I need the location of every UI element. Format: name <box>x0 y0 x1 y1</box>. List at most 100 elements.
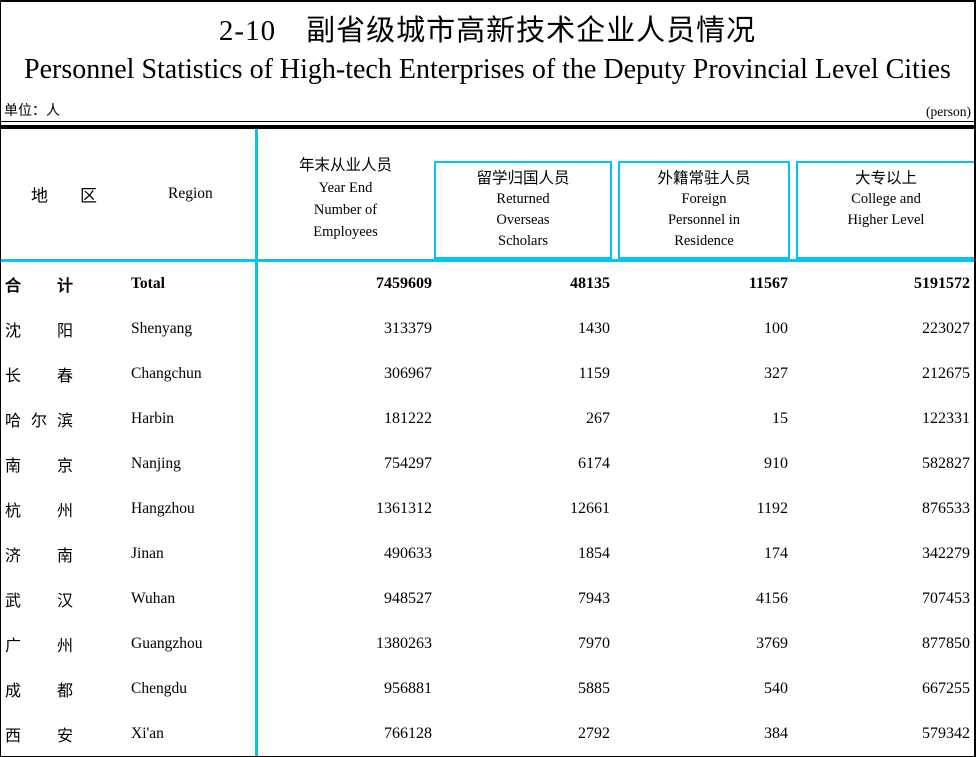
col-returned-en1: Returned <box>496 191 550 207</box>
page-title-en: Personnel Statistics of High-tech Enterp… <box>24 54 951 85</box>
col-employees-en2: Number of <box>313 202 378 218</box>
region-zh: 长春 <box>5 368 73 386</box>
col-returned-en2: Overseas <box>496 212 550 228</box>
value-foreign: 15 <box>772 410 788 428</box>
region-zh: 哈尔滨 <box>5 413 73 431</box>
region-zh: 合计 <box>5 278 73 296</box>
col-returned-en3: Scholars <box>498 233 548 249</box>
table-row-harbin: 哈尔滨 Harbin 181222 267 15 122331 <box>1 397 974 442</box>
region-en: Jinan <box>131 544 164 562</box>
value-returned: 7970 <box>578 634 610 652</box>
col-foreign-en3: Residence <box>674 233 734 249</box>
value-foreign: 4156 <box>756 589 788 607</box>
region-zh: 广州 <box>5 637 73 655</box>
value-employees: 181222 <box>384 410 432 428</box>
col-foreign-en1: Foreign <box>681 191 727 207</box>
col-foreign-zh: 外籍常驻人员 <box>657 170 751 187</box>
value-employees: 1361312 <box>376 499 432 517</box>
table-row-guangzhou: 广州 Guangzhou 1380263 7970 3769 877850 <box>1 621 974 666</box>
region-header-en: Region <box>168 185 213 202</box>
region-zh: 西安 <box>5 727 73 745</box>
col-college-en2: Higher Level <box>847 212 925 228</box>
value-employees: 306967 <box>384 365 432 383</box>
personnel-table: 地区 Region 年末从业人员 Year End Number of Empl… <box>1 129 974 757</box>
table-header: 地区 Region 年末从业人员 Year End Number of Empl… <box>1 129 974 262</box>
value-college: 707453 <box>922 589 970 607</box>
value-foreign: 3769 <box>756 634 788 652</box>
value-college: 342279 <box>922 544 970 562</box>
value-returned: 267 <box>586 410 610 428</box>
table-row-nanjing: 南京 Nanjing 754297 6174 910 582827 <box>1 442 974 487</box>
col-college-zh: 大专以上 <box>854 170 917 187</box>
value-foreign: 174 <box>764 544 788 562</box>
value-college: 579342 <box>922 724 970 742</box>
value-foreign: 1192 <box>756 499 788 517</box>
region-cell: 南京 Nanjing <box>1 442 257 487</box>
value-employees: 766128 <box>384 724 432 742</box>
value-employees: 956881 <box>384 679 432 697</box>
region-en: Nanjing <box>131 455 181 473</box>
title-table-gap <box>1 122 974 125</box>
page-title-zh: 2-10 副省级城市高新技术企业人员情况 <box>218 15 757 47</box>
table-row-hangzhou: 杭州 Hangzhou 1361312 12661 1192 876533 <box>1 487 974 532</box>
value-employees: 490633 <box>384 544 432 562</box>
table-top-rule <box>1 125 974 129</box>
region-cell: 济南 Jinan <box>1 531 257 576</box>
table-row-shenyang: 沈阳 Shenyang 313379 1430 100 223027 <box>1 307 974 352</box>
value-foreign: 327 <box>764 365 788 383</box>
value-returned: 1854 <box>578 544 610 562</box>
title-section: 2-10 副省级城市高新技术企业人员情况 Personnel Statistic… <box>1 7 974 122</box>
region-en: Hangzhou <box>131 499 195 517</box>
region-cell: 合计 Total <box>1 262 257 307</box>
table-row-xian: 西安 Xi'an 766128 2792 384 579342 <box>1 711 974 756</box>
region-cell: 杭州 Hangzhou <box>1 487 257 532</box>
value-college: 582827 <box>922 455 970 473</box>
table-row-total: 合计 Total 7459609 48135 11567 5191572 <box>1 262 974 307</box>
value-employees: 7459609 <box>376 275 432 293</box>
table-body: 合计 Total 7459609 48135 11567 5191572 沈阳 … <box>1 262 974 756</box>
unit-label-zh: 单位：人 <box>4 104 60 119</box>
col-header-foreign-personnel: 外籍常驻人员 Foreign Personnel in Residence <box>618 161 790 259</box>
table-row-changchun: 长春 Changchun 306967 1159 327 212675 <box>1 352 974 397</box>
value-college: 223027 <box>922 320 970 338</box>
region-en: Xi'an <box>131 724 164 742</box>
value-returned: 1430 <box>578 320 610 338</box>
region-zh: 济南 <box>5 547 73 565</box>
region-zh: 南京 <box>5 458 73 476</box>
value-foreign: 910 <box>764 455 788 473</box>
region-cell: 沈阳 Shenyang <box>1 307 257 352</box>
col-header-college-level: 大专以上 College and Higher Level <box>796 161 974 259</box>
region-zh: 武汉 <box>5 592 73 610</box>
value-returned: 6174 <box>578 455 610 473</box>
region-en: Wuhan <box>131 589 176 607</box>
col-employees-en3: Employees <box>313 224 378 240</box>
value-returned: 7943 <box>578 589 610 607</box>
value-college: 667255 <box>922 679 970 697</box>
region-zh: 成都 <box>5 682 73 700</box>
value-returned: 12661 <box>570 499 610 517</box>
value-returned: 1159 <box>578 365 610 383</box>
region-en: Changchun <box>131 365 202 383</box>
region-zh: 沈阳 <box>5 323 73 341</box>
region-en: Total <box>131 275 165 293</box>
table-row-chengdu: 成都 Chengdu 956881 5885 540 667255 <box>1 666 974 711</box>
value-college: 876533 <box>922 499 970 517</box>
unit-label-en: (person) <box>926 104 971 119</box>
col-foreign-en2: Personnel in <box>667 212 741 228</box>
value-returned: 2792 <box>578 724 610 742</box>
region-cell: 武汉 Wuhan <box>1 576 257 621</box>
col-employees-zh: 年末从业人员 <box>298 157 392 174</box>
col-header-employees: 年末从业人员 Year End Number of Employees <box>257 155 434 243</box>
value-foreign: 384 <box>764 724 788 742</box>
col-employees-en1: Year End <box>318 180 373 196</box>
value-foreign: 540 <box>764 679 788 697</box>
value-returned: 5885 <box>578 679 610 697</box>
unit-row: 单位：人 (person) <box>4 100 971 120</box>
value-employees: 1380263 <box>376 634 432 652</box>
region-cell: 西安 Xi'an <box>1 711 257 756</box>
col-college-en1: College and <box>851 191 921 207</box>
region-en: Chengdu <box>131 679 187 697</box>
region-en: Shenyang <box>131 320 193 338</box>
col-header-returned-scholars: 留学归国人员 Returned Overseas Scholars <box>434 161 612 259</box>
